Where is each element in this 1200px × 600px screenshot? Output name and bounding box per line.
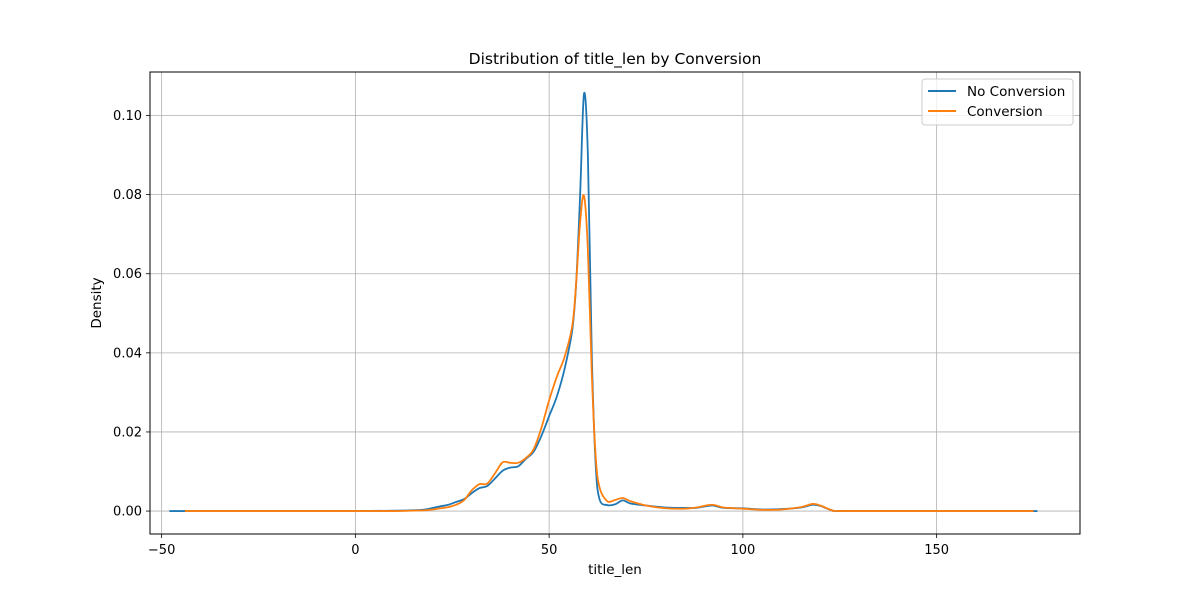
legend-box bbox=[921, 78, 1074, 126]
x-tick-label: 150 bbox=[924, 543, 949, 558]
x-tick-label: −50 bbox=[148, 543, 175, 558]
legend-label-conversion: Conversion bbox=[967, 104, 1043, 120]
series-line-no-conversion bbox=[169, 91, 1038, 513]
y-tick-label: 0.00 bbox=[113, 505, 142, 520]
plot-frame bbox=[149, 71, 1081, 535]
y-tick-label: 0.08 bbox=[113, 188, 142, 203]
y-axis-label: Density bbox=[89, 277, 105, 328]
y-tick-label: 0.04 bbox=[113, 346, 142, 361]
y-tick-label: 0.10 bbox=[113, 109, 142, 124]
chart-title: Distribution of title_len by Conversion bbox=[469, 50, 762, 69]
legend: No Conversion Conversion bbox=[921, 78, 1074, 126]
y-tick-label: 0.02 bbox=[113, 425, 142, 440]
y-tick-label: 0.06 bbox=[113, 267, 142, 282]
x-axis-label: title_len bbox=[588, 562, 642, 578]
x-tick-label: 100 bbox=[730, 543, 755, 558]
series-line-conversion bbox=[184, 194, 1034, 513]
series-layer bbox=[169, 91, 1038, 513]
x-tick-label: 50 bbox=[541, 543, 558, 558]
x-tick-label: 0 bbox=[351, 543, 359, 558]
grid-layer bbox=[150, 72, 1080, 534]
legend-label-no-conversion: No Conversion bbox=[967, 84, 1065, 100]
ticks-layer: −50 0 50 100 150 0.00 0.02 0.04 0.06 0.08 0.10 bbox=[113, 109, 949, 558]
